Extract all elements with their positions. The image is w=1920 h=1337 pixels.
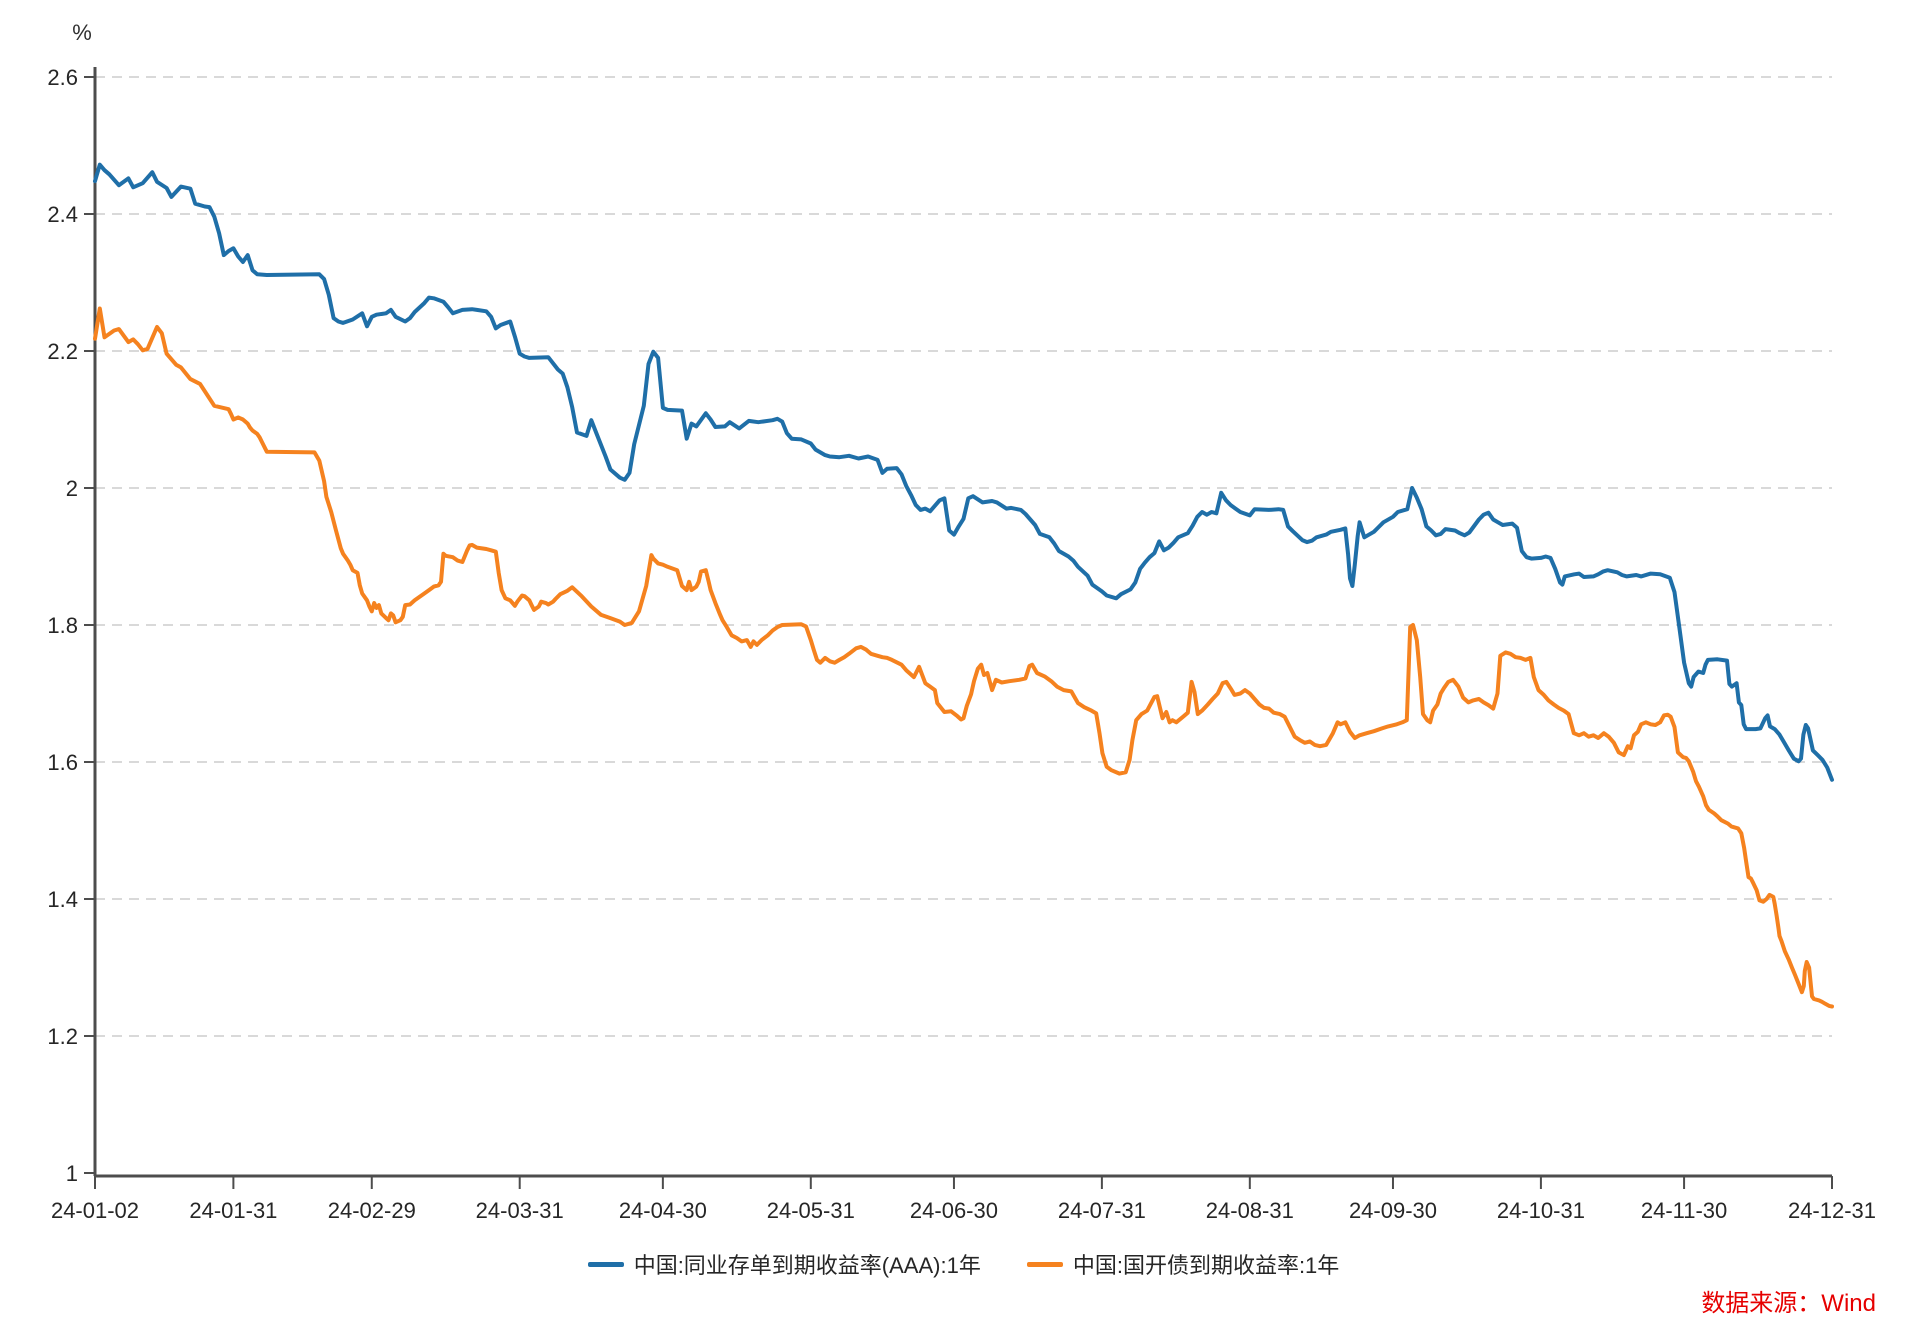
legend-label-cd-aaa: 中国:同业存单到期收益率(AAA):1年 (633, 1253, 981, 1278)
y-tick-label: 1.6 (47, 750, 78, 775)
x-tick-label: 24-03-31 (476, 1198, 564, 1223)
y-tick-label: 1.4 (47, 887, 78, 912)
x-tick-label: 24-01-31 (189, 1198, 277, 1223)
line-series-cdb-bond (93, 306, 1834, 1009)
y-tick-label: 1.8 (47, 613, 78, 638)
x-tick-label: 24-05-31 (767, 1198, 855, 1223)
legend-item-cd-aaa: 中国:同业存单到期收益率(AAA):1年 (587, 1248, 981, 1280)
legend: 中国:同业存单到期收益率(AAA):1年 中国:国开债到期收益率:1年 (95, 1248, 1832, 1280)
legend-label-cdb-bond: 中国:国开债到期收益率:1年 (1072, 1253, 1340, 1278)
y-tick-label: 2.2 (47, 339, 78, 364)
x-tick-label: 24-10-31 (1497, 1198, 1585, 1223)
x-tick-label: 24-04-30 (619, 1198, 707, 1223)
legend-swatch-cd-aaa (587, 1261, 624, 1267)
x-tick-label: 24-12-31 (1788, 1198, 1876, 1223)
x-tick-label: 24-02-29 (328, 1198, 416, 1223)
y-tick-label: 2 (66, 476, 78, 501)
legend-swatch-cdb-bond (1026, 1261, 1063, 1267)
line-series-cd-aaa (93, 162, 1834, 782)
x-tick-label: 24-09-30 (1349, 1198, 1437, 1223)
legend-item-cdb-bond: 中国:国开债到期收益率:1年 (1026, 1248, 1340, 1280)
y-tick-label: 2.6 (47, 65, 78, 90)
x-tick-label: 24-11-30 (1641, 1198, 1727, 1223)
data-source-label: 数据来源：Wind (1701, 1290, 1876, 1317)
x-tick-label: 24-06-30 (910, 1198, 998, 1223)
y-tick-label: 1.2 (47, 1024, 78, 1049)
x-tick-label: 24-01-02 (51, 1198, 139, 1223)
y-tick-label: 1 (66, 1161, 78, 1186)
x-tick-label: 24-08-31 (1206, 1198, 1294, 1223)
x-tick-label: 24-07-31 (1058, 1198, 1146, 1223)
y-tick-label: 2.4 (47, 202, 78, 227)
y-axis-unit-label: % (72, 20, 92, 45)
